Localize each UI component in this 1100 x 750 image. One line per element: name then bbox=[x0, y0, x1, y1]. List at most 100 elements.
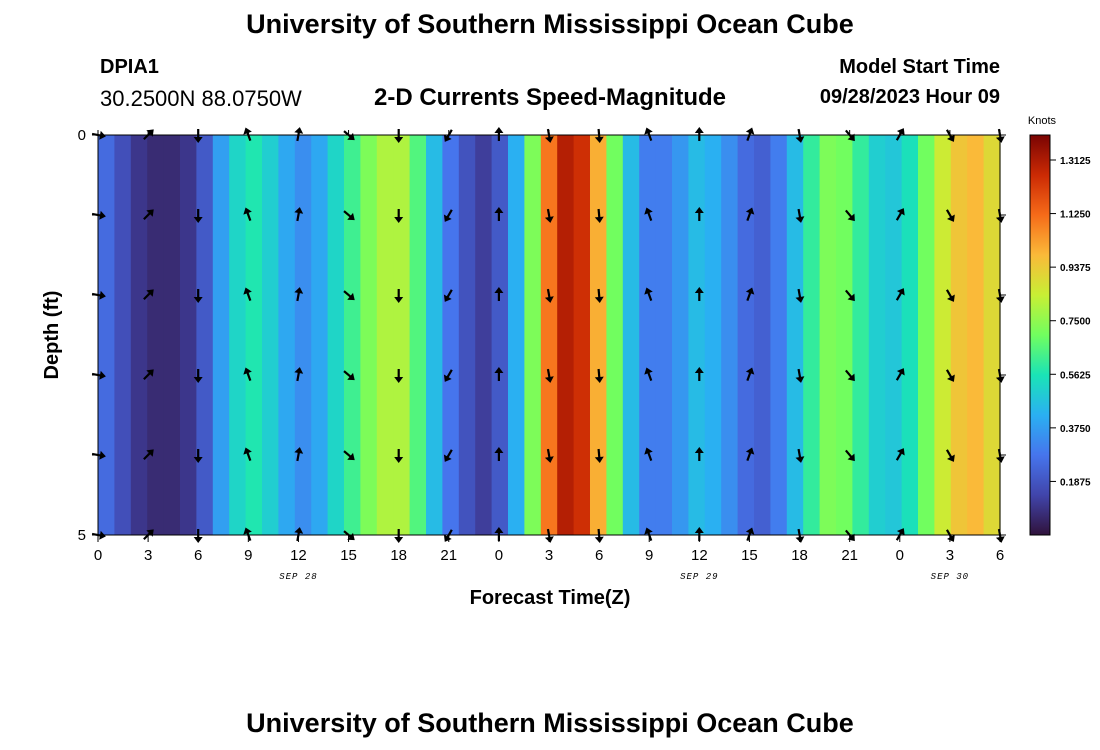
heatmap-cell bbox=[442, 135, 460, 535]
heatmap-cell bbox=[114, 135, 132, 535]
colorbar-tick-label: 1.1250 bbox=[1060, 210, 1091, 221]
current-arrow bbox=[594, 288, 604, 303]
heatmap-cell bbox=[426, 135, 443, 535]
heatmap-cell bbox=[606, 135, 624, 535]
speed-magnitude-chart: 0 3 6 9 12 15 18 21 0 3 6 9 12 15 18 21 0 3 6 SEP 28 SEP 29 S… bbox=[41, 115, 1091, 609]
current-arrow bbox=[694, 287, 704, 301]
heatmap-cell bbox=[196, 135, 214, 535]
current-arrow bbox=[745, 207, 755, 222]
heatmap-cell bbox=[393, 135, 411, 535]
heatmap-cell bbox=[737, 135, 755, 535]
current-arrow bbox=[443, 129, 453, 142]
heatmap-cell bbox=[868, 135, 886, 535]
heatmap-cell bbox=[836, 135, 853, 535]
current-arrow bbox=[845, 209, 855, 222]
current-arrow bbox=[745, 367, 755, 382]
current-arrow bbox=[243, 207, 252, 222]
x-tick-label: 18 bbox=[390, 547, 407, 564]
heatmap-cell bbox=[983, 135, 1001, 535]
date-label: SEP 29 bbox=[680, 572, 718, 582]
heatmap-cell bbox=[245, 135, 263, 535]
heatmap-cell bbox=[262, 135, 279, 535]
heatmap-cell bbox=[770, 135, 788, 535]
current-arrow bbox=[343, 290, 355, 301]
colorbar-tick-label: 1.3125 bbox=[1060, 156, 1091, 167]
current-arrow bbox=[745, 527, 755, 542]
current-arrow bbox=[945, 529, 955, 542]
current-arrow bbox=[494, 287, 504, 301]
heatmap-cell bbox=[147, 135, 165, 535]
current-arrow bbox=[644, 127, 653, 142]
heatmap-cell bbox=[672, 135, 689, 535]
current-arrow bbox=[243, 287, 252, 302]
current-arrow bbox=[143, 289, 154, 301]
colorbar-label: Knots bbox=[1028, 115, 1057, 127]
x-tick-label: 0 bbox=[495, 547, 503, 564]
x-tick-label: 12 bbox=[691, 547, 708, 564]
y-axis: 05 bbox=[78, 127, 1006, 544]
current-arrow bbox=[544, 208, 554, 223]
heatmap-cell bbox=[409, 135, 427, 535]
current-arrow bbox=[544, 288, 554, 303]
y-axis-label: Depth (ft) bbox=[41, 291, 63, 380]
heatmap-cell bbox=[278, 135, 296, 535]
heatmap-cell bbox=[573, 135, 591, 535]
current-arrow bbox=[895, 448, 905, 461]
heatmap-cell bbox=[918, 135, 935, 535]
heatmap-cell bbox=[212, 135, 230, 535]
current-arrow bbox=[294, 367, 304, 382]
heatmap-cell bbox=[229, 135, 247, 535]
x-axis: 0 3 6 9 12 15 18 21 0 3 6 9 12 15 18 21 0 3 6 SEP 28 SEP 29 S… bbox=[94, 130, 1004, 582]
current-arrow bbox=[945, 289, 955, 302]
colorbar-gradient bbox=[1029, 134, 1051, 536]
current-arrow bbox=[795, 208, 805, 223]
current-arrow bbox=[193, 289, 203, 303]
heatmap-cell bbox=[655, 135, 673, 535]
station-id: DPIA1 bbox=[100, 56, 159, 78]
current-arrow bbox=[243, 127, 252, 142]
current-arrow bbox=[443, 369, 453, 382]
current-arrow bbox=[193, 369, 203, 383]
heatmap-cell bbox=[885, 135, 903, 535]
current-arrow bbox=[845, 449, 855, 462]
x-tick-label: 0 bbox=[94, 547, 102, 564]
current-arrow bbox=[945, 209, 955, 222]
current-arrow bbox=[343, 370, 355, 381]
current-arrow bbox=[895, 208, 905, 221]
x-tick-label: 0 bbox=[896, 547, 904, 564]
x-tick-label: 15 bbox=[340, 547, 357, 564]
x-tick-label: 6 bbox=[194, 547, 202, 564]
heatmap-cell bbox=[475, 135, 493, 535]
current-arrow bbox=[494, 367, 504, 381]
heatmap-cell bbox=[950, 135, 968, 535]
x-axis-label: Forecast Time(Z) bbox=[470, 587, 631, 609]
current-arrow bbox=[343, 450, 355, 461]
current-arrow bbox=[644, 287, 653, 302]
heatmap-cell bbox=[360, 135, 378, 535]
date-label: SEP 30 bbox=[931, 572, 969, 582]
current-arrow bbox=[745, 287, 755, 302]
colorbar: Knots 1.3125 1.1250 0.9375 0.7500 0.5625 0.37… bbox=[1028, 115, 1091, 536]
heatmap bbox=[98, 135, 1001, 535]
colorbar-tick-label: 0.7500 bbox=[1060, 317, 1091, 328]
colorbar-tick-label: 0.3750 bbox=[1060, 424, 1091, 435]
current-arrow bbox=[895, 368, 905, 381]
current-arrow bbox=[795, 288, 805, 303]
current-arrow bbox=[644, 207, 653, 222]
colorbar-tick-label: 0.9375 bbox=[1060, 263, 1091, 274]
current-arrow bbox=[143, 209, 154, 221]
heatmap-cell bbox=[901, 135, 919, 535]
current-arrow bbox=[143, 369, 154, 381]
heatmap-cell bbox=[524, 135, 542, 535]
current-arrow bbox=[544, 448, 554, 463]
current-arrow bbox=[644, 447, 653, 462]
y-tick-label: 5 bbox=[78, 527, 86, 544]
x-tick-label: 3 bbox=[144, 547, 152, 564]
current-arrow bbox=[694, 447, 704, 461]
current-arrow bbox=[394, 369, 404, 383]
x-tick-label: 12 bbox=[290, 547, 307, 564]
colorbar-tick-label: 0.1875 bbox=[1060, 477, 1091, 488]
heatmap-cell bbox=[344, 135, 361, 535]
current-arrow bbox=[795, 368, 805, 383]
current-arrow bbox=[243, 367, 252, 382]
